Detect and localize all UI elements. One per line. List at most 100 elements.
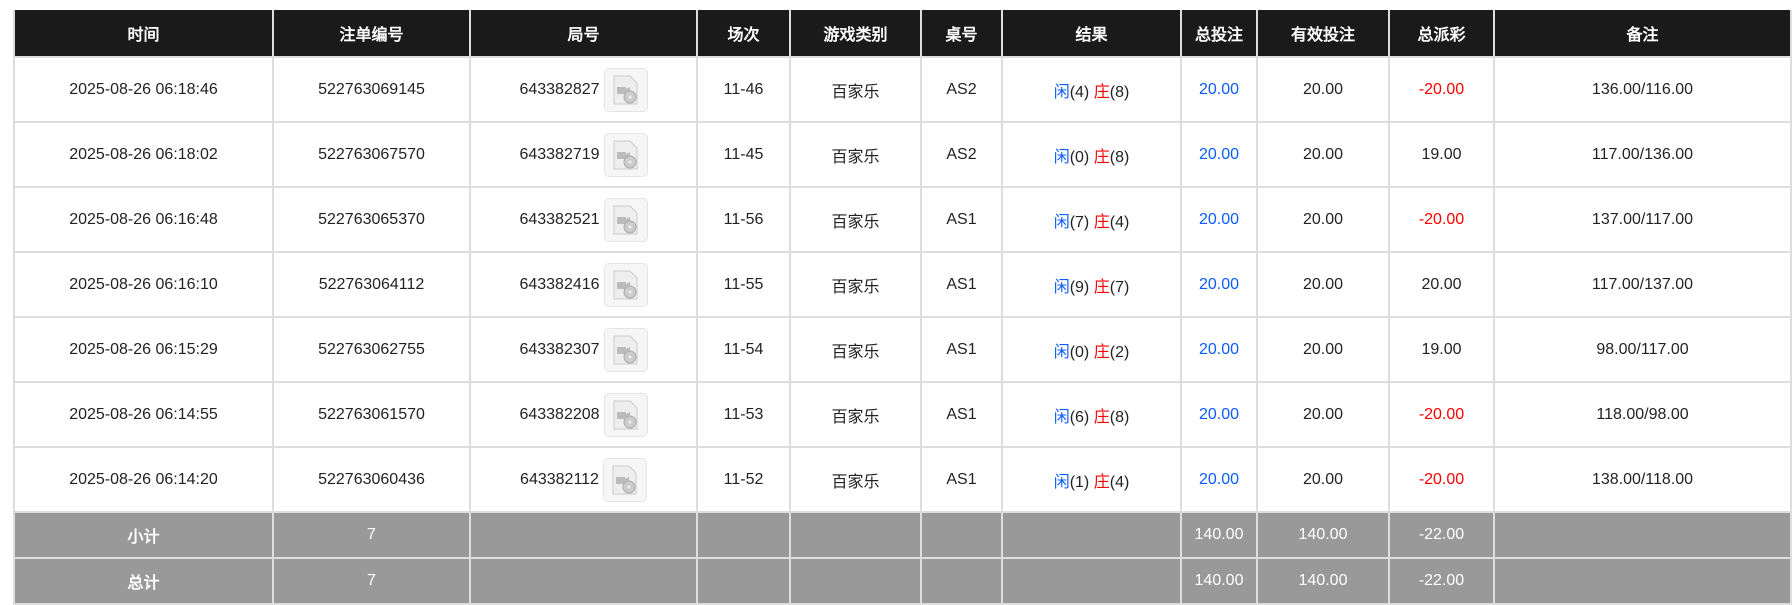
table-number: AS2: [920, 121, 1003, 188]
summary-total-bet: 140.00: [1180, 511, 1258, 559]
player-score: (0): [1069, 343, 1090, 361]
player-score: (4): [1069, 83, 1090, 101]
video-replay-icon[interactable]: [603, 132, 648, 177]
table-row: 2025-08-26 06:16:48 522763065370 6433825…: [13, 186, 1792, 253]
valid-bet: 20.00: [1256, 446, 1390, 513]
game-type: 百家乐: [789, 446, 922, 513]
video-replay-icon[interactable]: [603, 262, 648, 307]
player-score: (1): [1069, 473, 1090, 491]
player-label: 闲: [1053, 343, 1070, 361]
round-number: 643382112: [520, 470, 599, 488]
video-replay-icon[interactable]: [603, 327, 648, 372]
column-header: 桌号: [920, 10, 1003, 58]
payout: 19.00: [1388, 316, 1495, 383]
bet-id: 522763062755: [272, 316, 471, 383]
note: 138.00/118.00: [1493, 446, 1792, 513]
banker-label: 庄: [1093, 213, 1110, 231]
round-cell: 643382719: [469, 121, 698, 188]
total-bet: 20.00: [1180, 446, 1258, 513]
total-bet: 20.00: [1180, 56, 1258, 123]
player-label: 闲: [1053, 278, 1070, 296]
table-row: 2025-08-26 06:14:20 522763060436 6433821…: [13, 446, 1792, 513]
valid-bet: 20.00: [1256, 316, 1390, 383]
banker-label: 庄: [1093, 408, 1110, 426]
payout: -20.00: [1388, 186, 1495, 253]
summary-payout: -22.00: [1388, 511, 1495, 559]
payout: -20.00: [1388, 446, 1495, 513]
banker-label: 庄: [1093, 473, 1110, 491]
banker-score: (7): [1109, 278, 1130, 296]
result: 闲(1) 庄(4): [1001, 446, 1182, 513]
session: 11-52: [696, 446, 791, 513]
column-header: 总派彩: [1388, 10, 1495, 58]
bet-time: 2025-08-26 06:18:46: [13, 56, 274, 123]
column-header: 游戏类别: [789, 10, 922, 58]
bet-id: 522763065370: [272, 186, 471, 253]
banker-label: 庄: [1093, 83, 1110, 101]
table-number: AS2: [920, 56, 1003, 123]
round-cell: 643382112: [469, 446, 698, 513]
result: 闲(9) 庄(7): [1001, 251, 1182, 318]
summary-valid-bet: 140.00: [1256, 557, 1390, 605]
banker-score: (2): [1109, 343, 1130, 361]
video-replay-icon[interactable]: [602, 457, 647, 502]
payout: 19.00: [1388, 121, 1495, 188]
player-label: 闲: [1053, 473, 1070, 491]
valid-bet: 20.00: [1256, 121, 1390, 188]
table-number: AS1: [920, 381, 1003, 448]
bet-id: 522763060436: [272, 446, 471, 513]
bet-time: 2025-08-26 06:18:02: [13, 121, 274, 188]
total-bet: 20.00: [1180, 316, 1258, 383]
player-label: 闲: [1053, 213, 1070, 231]
bet-id: 522763069145: [272, 56, 471, 123]
total-bet: 20.00: [1180, 186, 1258, 253]
video-replay-icon[interactable]: [603, 392, 648, 437]
round-number: 643382719: [519, 145, 600, 163]
player-score: (6): [1069, 408, 1090, 426]
bet-id: 522763067570: [272, 121, 471, 188]
note: 117.00/136.00: [1493, 121, 1792, 188]
bet-time: 2025-08-26 06:14:55: [13, 381, 274, 448]
banker-score: (8): [1109, 148, 1130, 166]
table-row: 2025-08-26 06:14:55 522763061570 6433822…: [13, 381, 1792, 448]
video-replay-icon[interactable]: [603, 67, 648, 112]
result: 闲(0) 庄(8): [1001, 121, 1182, 188]
summary-payout: -22.00: [1388, 557, 1495, 605]
result: 闲(4) 庄(8): [1001, 56, 1182, 123]
result: 闲(6) 庄(8): [1001, 381, 1182, 448]
summary-row: 总计 7 140.00 140.00 -22.00: [13, 557, 1792, 605]
game-type: 百家乐: [789, 186, 922, 253]
result: 闲(0) 庄(2): [1001, 316, 1182, 383]
table-number: AS1: [920, 446, 1003, 513]
bet-time: 2025-08-26 06:14:20: [13, 446, 274, 513]
round-number: 643382827: [519, 80, 600, 98]
round-number: 643382521: [519, 210, 600, 228]
banker-label: 庄: [1093, 148, 1110, 166]
column-header: 有效投注: [1256, 10, 1390, 58]
total-bet: 20.00: [1180, 121, 1258, 188]
table-row: 2025-08-26 06:18:46 522763069145 6433828…: [13, 56, 1792, 123]
player-score: (9): [1069, 278, 1090, 296]
table-number: AS1: [920, 251, 1003, 318]
round-cell: 643382307: [469, 316, 698, 383]
session: 11-54: [696, 316, 791, 383]
column-header: 场次: [696, 10, 791, 58]
note: 118.00/98.00: [1493, 381, 1792, 448]
game-type: 百家乐: [789, 381, 922, 448]
bet-time: 2025-08-26 06:15:29: [13, 316, 274, 383]
player-label: 闲: [1053, 148, 1070, 166]
session: 11-46: [696, 56, 791, 123]
session: 11-45: [696, 121, 791, 188]
column-header: 时间: [13, 10, 274, 58]
valid-bet: 20.00: [1256, 56, 1390, 123]
summary-count: 7: [272, 557, 471, 605]
total-bet: 20.00: [1180, 381, 1258, 448]
payout: -20.00: [1388, 381, 1495, 448]
column-header: 注单编号: [272, 10, 471, 58]
valid-bet: 20.00: [1256, 381, 1390, 448]
video-replay-icon[interactable]: [603, 197, 648, 242]
round-number: 643382416: [519, 275, 600, 293]
banker-label: 庄: [1093, 343, 1110, 361]
session: 11-53: [696, 381, 791, 448]
summary-label: 总计: [13, 557, 274, 605]
